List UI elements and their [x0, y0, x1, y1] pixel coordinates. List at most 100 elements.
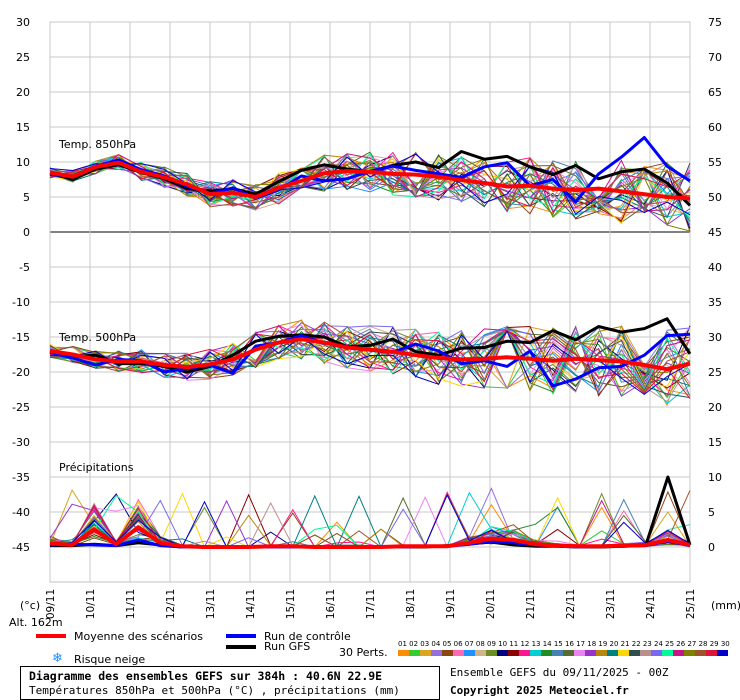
title-box: Diagramme des ensembles GEFS sur 384h : …	[20, 666, 440, 700]
left-tick-label: -5	[19, 261, 30, 274]
date-tick-label: 20/11	[485, 589, 497, 619]
left-tick-label: -25	[12, 401, 30, 414]
pert-swatch	[706, 650, 717, 656]
pert-swatch	[662, 650, 673, 656]
pert-swatch	[552, 650, 563, 656]
date-axis: 09/11 10/11 11/11 12/11 13/11 14/11 15/11 16/11…	[45, 589, 697, 619]
altitude-label: Alt. 162m	[9, 616, 63, 629]
date-tick-label: 13/11	[205, 589, 217, 619]
snowflake-icon: ❄	[52, 651, 63, 666]
pert-swatch	[508, 650, 519, 656]
pert-t500-line	[49, 325, 691, 392]
pert-swatch	[640, 650, 651, 656]
right-tick-label: 0	[708, 541, 715, 554]
pert-swatch	[596, 650, 607, 656]
pert-swatch	[585, 650, 596, 656]
left-axis: 30 25 20 15 10 5 0 -5 -10 -15 -20 -25 -30 -35 -40 -45	[12, 16, 30, 554]
left-tick-label: -35	[12, 471, 30, 484]
left-tick-label: 15	[16, 121, 30, 134]
date-tick-label: 23/11	[605, 589, 617, 619]
pert-swatch	[651, 650, 662, 656]
date-tick-label: 09/11	[45, 589, 57, 619]
mean-precip-line	[49, 525, 691, 549]
date-tick-label: 15/11	[285, 589, 297, 619]
chart-subtitle: Températures 850hPa et 500hPa (°C) , pré…	[29, 684, 400, 697]
perts-color-swatches	[398, 650, 728, 656]
pert-t850-line	[49, 154, 691, 213]
pert-swatch	[464, 650, 475, 656]
date-tick-label: 24/11	[645, 589, 657, 619]
pert-swatch	[607, 650, 618, 656]
right-axis-unit: (mm)	[711, 599, 740, 612]
left-tick-label: 25	[16, 51, 30, 64]
right-tick-label: 40	[708, 261, 722, 274]
run-info: Ensemble GEFS du 09/11/2025 - 00Z	[450, 666, 669, 679]
left-tick-label: 5	[23, 191, 30, 204]
pert-swatch	[398, 650, 409, 656]
pert-swatch	[717, 650, 728, 656]
date-tick-label: 18/11	[405, 589, 417, 619]
pert-swatch	[475, 650, 486, 656]
pert-swatch	[530, 650, 541, 656]
pert-swatch	[618, 650, 629, 656]
date-tick-label: 16/11	[325, 589, 337, 619]
pert-swatch	[497, 650, 508, 656]
snow-legend-label: Risque neige	[74, 653, 146, 666]
right-tick-label: 5	[708, 506, 715, 519]
pert-t500-line	[49, 321, 691, 395]
pert-swatch	[541, 650, 552, 656]
right-tick-label: 50	[708, 191, 722, 204]
right-tick-label: 75	[708, 16, 722, 29]
right-tick-label: 65	[708, 86, 722, 99]
left-tick-label: -15	[12, 331, 30, 344]
pert-swatch	[695, 650, 706, 656]
copyright: Copyright 2025 Meteociel.fr	[450, 684, 629, 697]
date-tick-label: 22/11	[565, 589, 577, 619]
left-tick-label: 20	[16, 86, 30, 99]
gfs-swatch	[226, 645, 256, 649]
right-tick-label: 30	[708, 331, 722, 344]
pert-swatch	[431, 650, 442, 656]
right-tick-label: 55	[708, 156, 722, 169]
perts-numbers: 01 02 03 04 05 06 07 08 09 10 11 12 13 1…	[398, 640, 730, 648]
left-tick-label: 10	[16, 156, 30, 169]
right-tick-label: 20	[708, 401, 722, 414]
right-tick-label: 25	[708, 366, 722, 379]
pert-swatch	[486, 650, 497, 656]
pert-swatch	[453, 650, 464, 656]
left-tick-label: 0	[23, 226, 30, 239]
right-tick-label: 60	[708, 121, 722, 134]
right-tick-label: 70	[708, 51, 722, 64]
control-legend-label: Run de contrôle	[264, 630, 351, 643]
date-tick-label: 11/11	[125, 589, 137, 619]
pert-t500-line	[49, 325, 691, 392]
date-tick-label: 21/11	[525, 589, 537, 619]
pert-swatch	[673, 650, 684, 656]
pert-t850-line	[49, 154, 691, 219]
pert-t850-line	[49, 163, 691, 211]
pert-t850-line	[49, 153, 691, 216]
left-tick-label: -40	[12, 506, 30, 519]
t850-panel-label: Temp. 850hPa	[58, 138, 136, 151]
right-tick-label: 15	[708, 436, 722, 449]
pert-swatch	[684, 650, 695, 656]
chart-title: Diagramme des ensembles GEFS sur 384h : …	[29, 669, 383, 683]
right-tick-label: 45	[708, 226, 722, 239]
pert-swatch	[563, 650, 574, 656]
pert-swatch	[574, 650, 585, 656]
left-tick-label: -30	[12, 436, 30, 449]
control-swatch	[226, 634, 256, 638]
pert-swatch	[409, 650, 420, 656]
date-tick-label: 19/11	[445, 589, 457, 619]
date-tick-label: 17/11	[365, 589, 377, 619]
pert-t500-line	[49, 327, 691, 403]
left-tick-label: -10	[12, 296, 30, 309]
left-axis-unit: (°c)	[20, 599, 40, 612]
grid	[49, 21, 691, 583]
left-tick-label: -20	[12, 366, 30, 379]
perts-legend-label: 30 Perts.	[339, 646, 388, 659]
pert-swatch	[420, 650, 431, 656]
mean-t500-line	[49, 337, 691, 372]
